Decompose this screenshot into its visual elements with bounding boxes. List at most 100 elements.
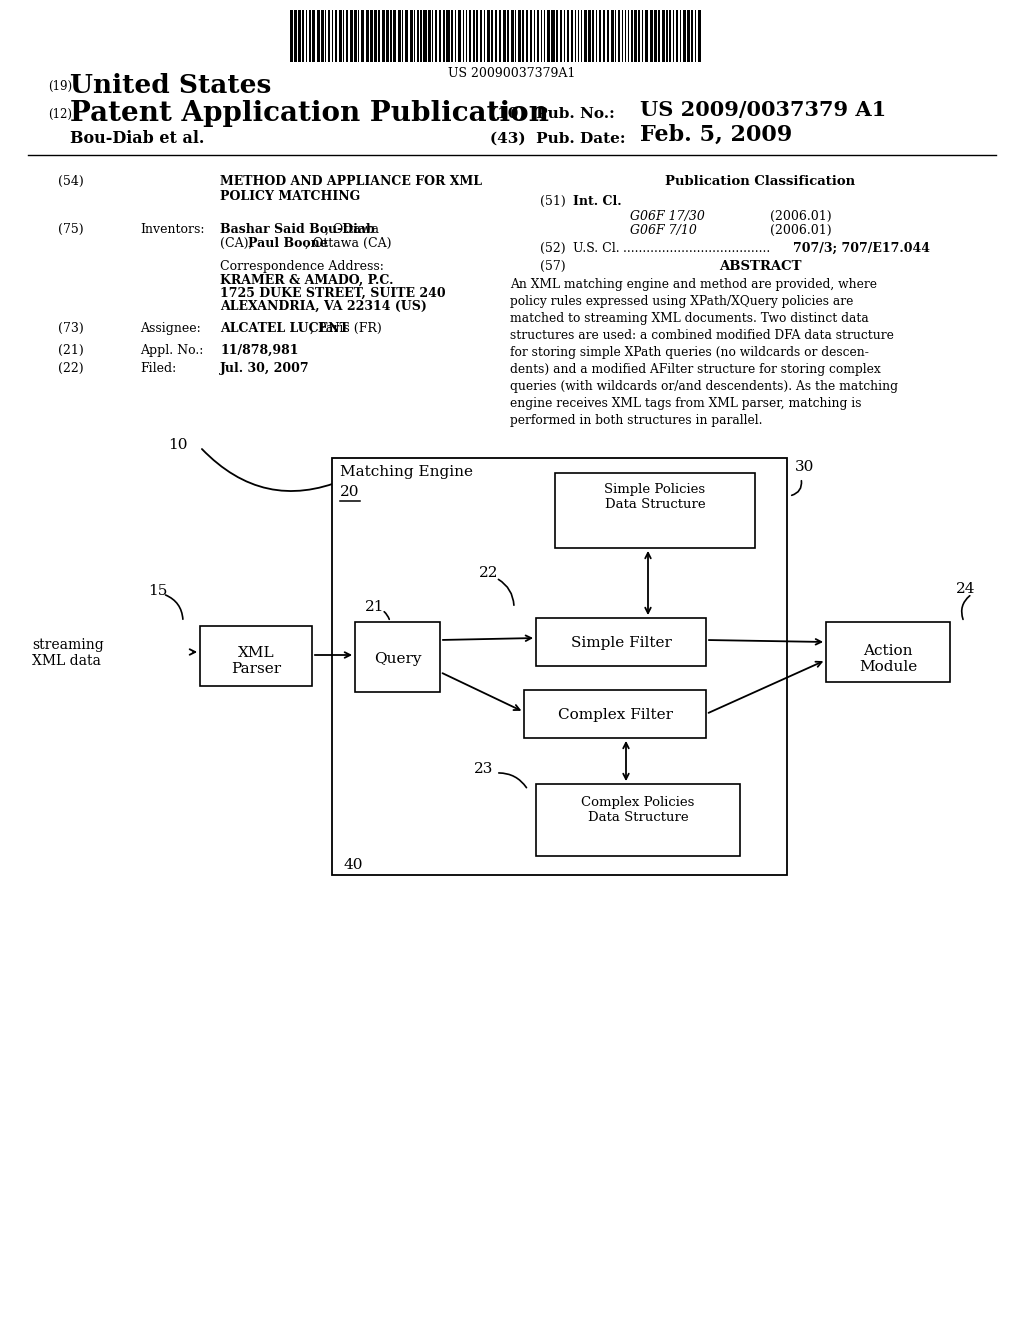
Text: (12): (12) <box>48 108 72 121</box>
Bar <box>428 11 431 62</box>
Bar <box>492 11 493 62</box>
Text: (52): (52) <box>540 242 565 255</box>
Bar <box>438 11 441 62</box>
Text: G06F 7/10: G06F 7/10 <box>630 224 697 238</box>
Bar <box>290 11 293 62</box>
Bar <box>298 11 301 62</box>
Bar <box>402 11 403 62</box>
Text: Complex Filter: Complex Filter <box>557 708 673 722</box>
Bar <box>610 11 613 62</box>
Text: Query: Query <box>374 652 421 667</box>
Bar <box>325 11 327 62</box>
Bar <box>548 11 551 62</box>
Bar <box>649 11 653 62</box>
Text: US 20090037379A1: US 20090037379A1 <box>449 67 575 81</box>
Text: 40: 40 <box>344 858 364 873</box>
FancyArrowPatch shape <box>792 480 802 495</box>
Text: Publication Classification: Publication Classification <box>665 176 855 187</box>
Bar <box>451 11 453 62</box>
Bar <box>424 11 427 62</box>
Text: ALEXANDRIA, VA 22314 (US): ALEXANDRIA, VA 22314 (US) <box>220 300 427 313</box>
Bar <box>552 11 555 62</box>
Bar <box>618 11 621 62</box>
Text: Paul Boone: Paul Boone <box>248 238 328 249</box>
Text: US 2009/0037379 A1: US 2009/0037379 A1 <box>640 100 886 120</box>
Text: 22: 22 <box>479 566 499 579</box>
Bar <box>322 11 324 62</box>
Bar <box>578 11 580 62</box>
Bar <box>680 11 681 62</box>
Bar <box>503 11 506 62</box>
Text: 15: 15 <box>148 583 167 598</box>
Bar <box>588 11 591 62</box>
Text: Feb. 5, 2009: Feb. 5, 2009 <box>640 124 793 147</box>
Bar <box>654 11 657 62</box>
Bar <box>316 11 319 62</box>
Bar <box>541 11 542 62</box>
Bar <box>663 11 665 62</box>
Bar <box>350 11 352 62</box>
Text: Inventors:: Inventors: <box>140 223 205 236</box>
Text: Simple Filter: Simple Filter <box>570 636 672 649</box>
Bar <box>625 11 626 62</box>
Bar <box>515 11 516 62</box>
Text: (51): (51) <box>540 195 565 209</box>
Bar <box>378 11 381 62</box>
Text: An XML matching engine and method are provided, where
policy rules expressed usi: An XML matching engine and method are pr… <box>510 279 898 426</box>
Bar <box>346 11 348 62</box>
Text: METHOD AND APPLIANCE FOR XML
POLICY MATCHING: METHOD AND APPLIANCE FOR XML POLICY MATC… <box>220 176 482 203</box>
Bar <box>476 11 478 62</box>
Bar <box>555 473 755 548</box>
Text: Action
Module: Action Module <box>859 644 918 675</box>
Bar <box>361 11 365 62</box>
Bar <box>658 11 660 62</box>
Text: Correspondence Address:: Correspondence Address: <box>220 260 384 273</box>
Text: Assignee:: Assignee: <box>140 322 201 335</box>
Bar <box>397 11 400 62</box>
Bar <box>410 11 413 62</box>
Bar <box>615 11 616 62</box>
Text: 11/878,981: 11/878,981 <box>220 345 299 356</box>
Bar <box>534 11 536 62</box>
Bar <box>358 11 359 62</box>
Text: G06F 17/30: G06F 17/30 <box>630 210 705 223</box>
Bar <box>435 11 437 62</box>
Bar <box>353 11 356 62</box>
Bar <box>390 11 392 62</box>
Bar <box>622 11 624 62</box>
Bar <box>544 11 546 62</box>
Text: 23: 23 <box>474 762 494 776</box>
FancyArrowPatch shape <box>166 595 183 619</box>
FancyArrowPatch shape <box>962 595 970 619</box>
Text: 30: 30 <box>795 459 814 474</box>
Bar <box>683 11 686 62</box>
Bar <box>526 11 527 62</box>
Text: Patent Application Publication: Patent Application Publication <box>70 100 549 127</box>
Bar <box>370 11 373 62</box>
Bar <box>511 11 514 62</box>
Bar <box>560 11 562 62</box>
Bar <box>432 11 433 62</box>
Bar <box>667 11 668 62</box>
Text: 21: 21 <box>365 601 384 614</box>
Bar <box>687 11 690 62</box>
Bar <box>581 11 582 62</box>
Text: Bashar Said Bou-Diab: Bashar Said Bou-Diab <box>220 223 375 236</box>
Text: (2006.01): (2006.01) <box>770 224 831 238</box>
Bar <box>537 11 540 62</box>
Bar <box>332 458 787 875</box>
FancyArrowPatch shape <box>499 774 526 788</box>
Text: 20: 20 <box>340 484 359 499</box>
Text: (19): (19) <box>48 81 72 92</box>
Bar <box>499 11 502 62</box>
Bar <box>521 11 524 62</box>
Bar <box>335 11 337 62</box>
Text: KRAMER & AMADO, P.C.: KRAMER & AMADO, P.C. <box>220 275 393 286</box>
Bar <box>473 11 474 62</box>
Bar <box>386 11 389 62</box>
Bar <box>638 11 640 62</box>
Bar <box>536 784 740 855</box>
Bar <box>529 11 532 62</box>
Bar <box>691 11 693 62</box>
Bar <box>294 11 297 62</box>
